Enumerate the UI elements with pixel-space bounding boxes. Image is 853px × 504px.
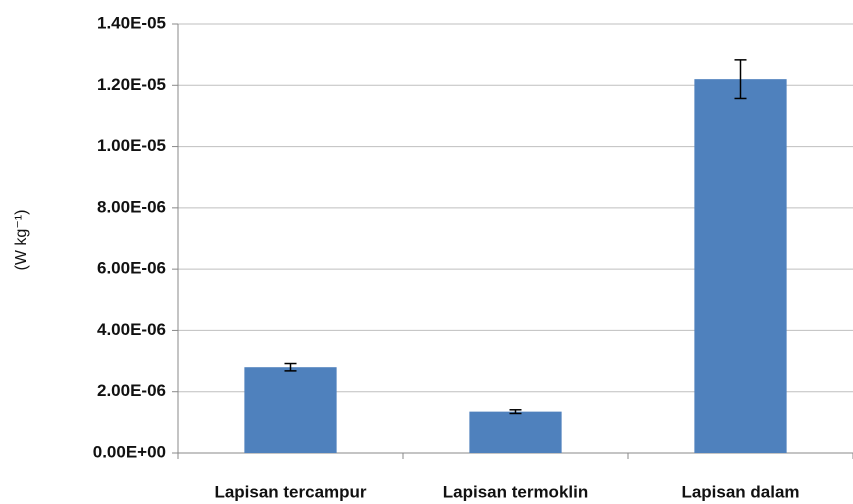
x-tick-label: Lapisan dalam [681, 482, 799, 501]
y-tick-label: 2.00E-06 [97, 381, 166, 400]
y-tick-label: 4.00E-06 [97, 320, 166, 339]
y-tick-label: 1.00E-05 [97, 136, 166, 155]
y-axis-title: (W kg⁻¹) [13, 210, 30, 271]
x-tick-label: Lapisan tercampur [214, 482, 366, 501]
y-tick-label: 1.40E-05 [97, 13, 166, 32]
bar [244, 367, 337, 453]
y-tick-label: 1.20E-05 [97, 75, 166, 94]
x-tick-label: Lapisan termoklin [443, 482, 588, 501]
y-tick-label: 0.00E+00 [93, 442, 166, 461]
y-tick-label: 8.00E-06 [97, 197, 166, 216]
bar [694, 79, 787, 454]
y-tick-label: 6.00E-06 [97, 259, 166, 278]
bar [469, 411, 562, 453]
